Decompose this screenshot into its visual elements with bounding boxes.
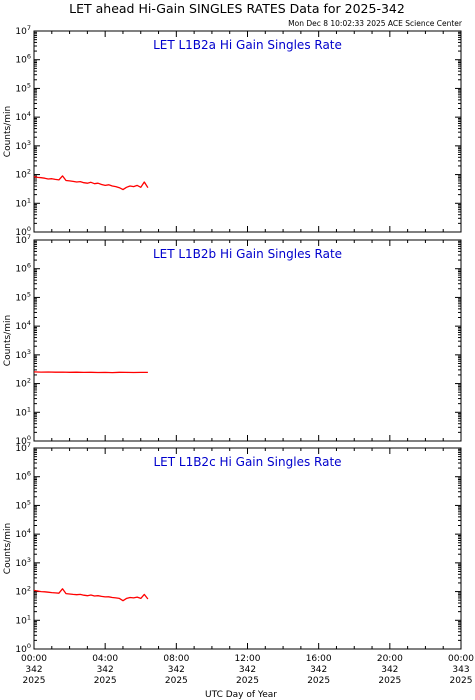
y-tick-label: 100 bbox=[15, 434, 31, 447]
x-axis: 00:00342202504:00342202508:00342202512:0… bbox=[21, 654, 474, 686]
x-tick-time: 00:00 bbox=[448, 654, 474, 664]
x-tick-time: 12:00 bbox=[235, 654, 261, 664]
figure-title: LET ahead Hi-Gain SINGLES RATES Data for… bbox=[69, 1, 405, 16]
y-tick-label: 102 bbox=[15, 377, 31, 390]
y-axis-label: Counts/min bbox=[3, 315, 13, 366]
x-tick-doy: 342 bbox=[310, 665, 327, 675]
y-tick-label: 107 bbox=[15, 441, 31, 454]
y-tick-label: 103 bbox=[15, 348, 31, 361]
x-tick-time: 08:00 bbox=[163, 654, 189, 664]
panel-1: 100 101 102 103 104 105 106 107 Counts/min LET L1… bbox=[3, 24, 462, 238]
x-tick-year: 2025 bbox=[165, 676, 188, 686]
x-tick-year: 2025 bbox=[236, 676, 259, 686]
y-tick-label: 106 bbox=[15, 262, 31, 275]
y-axis-label: Counts/min bbox=[3, 523, 13, 574]
x-tick-year: 2025 bbox=[450, 676, 473, 686]
y-tick-label: 107 bbox=[15, 233, 31, 246]
x-tick-year: 2025 bbox=[307, 676, 330, 686]
y-tick-label: 107 bbox=[15, 24, 31, 37]
series-line bbox=[33, 371, 148, 374]
x-tick-time: 00:00 bbox=[21, 654, 47, 664]
timestamp-label: Mon Dec 8 10:02:33 2025 ACE Science Cent… bbox=[288, 19, 463, 28]
y-tick-label: 103 bbox=[15, 139, 31, 152]
x-tick-doy: 342 bbox=[97, 665, 114, 675]
x-tick-time: 16:00 bbox=[306, 654, 332, 664]
panels: 100 101 102 103 104 105 106 107 Counts/min LET L1… bbox=[3, 24, 462, 655]
x-tick-time: 04:00 bbox=[92, 654, 118, 664]
series-line bbox=[33, 175, 149, 191]
plot-frame bbox=[33, 30, 462, 233]
y-tick-label: 105 bbox=[15, 498, 31, 511]
y-tick-label: 102 bbox=[15, 585, 31, 598]
y-tick-label: 105 bbox=[15, 81, 31, 94]
x-tick-doy: 343 bbox=[452, 665, 469, 675]
y-tick-label: 101 bbox=[15, 613, 31, 626]
panel-title: LET L1B2b Hi Gain Singles Rate bbox=[153, 247, 342, 261]
y-tick-label: 101 bbox=[15, 405, 31, 418]
y-tick-label: 104 bbox=[15, 527, 31, 540]
series-line bbox=[33, 588, 149, 602]
y-tick-label: 100 bbox=[15, 642, 31, 655]
y-tick-label: 100 bbox=[15, 225, 31, 238]
panel-3: 100 101 102 103 104 105 106 107 Counts/min LET L1… bbox=[3, 441, 462, 655]
panel-title: LET L1B2c Hi Gain Singles Rate bbox=[153, 455, 341, 469]
y-tick-label: 106 bbox=[15, 53, 31, 66]
x-tick-time: 20:00 bbox=[377, 654, 403, 664]
y-axis-label: Counts/min bbox=[3, 106, 13, 157]
x-axis-label: UTC Day of Year bbox=[205, 690, 277, 700]
plot-frame bbox=[33, 239, 462, 442]
y-tick-label: 104 bbox=[15, 319, 31, 332]
x-tick-year: 2025 bbox=[23, 676, 46, 686]
x-tick-doy: 342 bbox=[381, 665, 398, 675]
y-tick-label: 105 bbox=[15, 290, 31, 303]
panel-2: 100 101 102 103 104 105 106 107 Counts/min LET L1… bbox=[3, 233, 462, 447]
plot-frame bbox=[33, 447, 462, 650]
y-tick-label: 106 bbox=[15, 470, 31, 483]
x-tick-year: 2025 bbox=[378, 676, 401, 686]
y-tick-label: 103 bbox=[15, 556, 31, 569]
x-tick-doy: 342 bbox=[239, 665, 256, 675]
y-tick-label: 104 bbox=[15, 110, 31, 123]
y-tick-label: 101 bbox=[15, 196, 31, 209]
panel-title: LET L1B2a Hi Gain Singles Rate bbox=[153, 38, 342, 52]
x-tick-year: 2025 bbox=[94, 676, 117, 686]
x-tick-doy: 342 bbox=[25, 665, 42, 675]
x-tick-doy: 342 bbox=[168, 665, 185, 675]
y-tick-label: 102 bbox=[15, 168, 31, 181]
